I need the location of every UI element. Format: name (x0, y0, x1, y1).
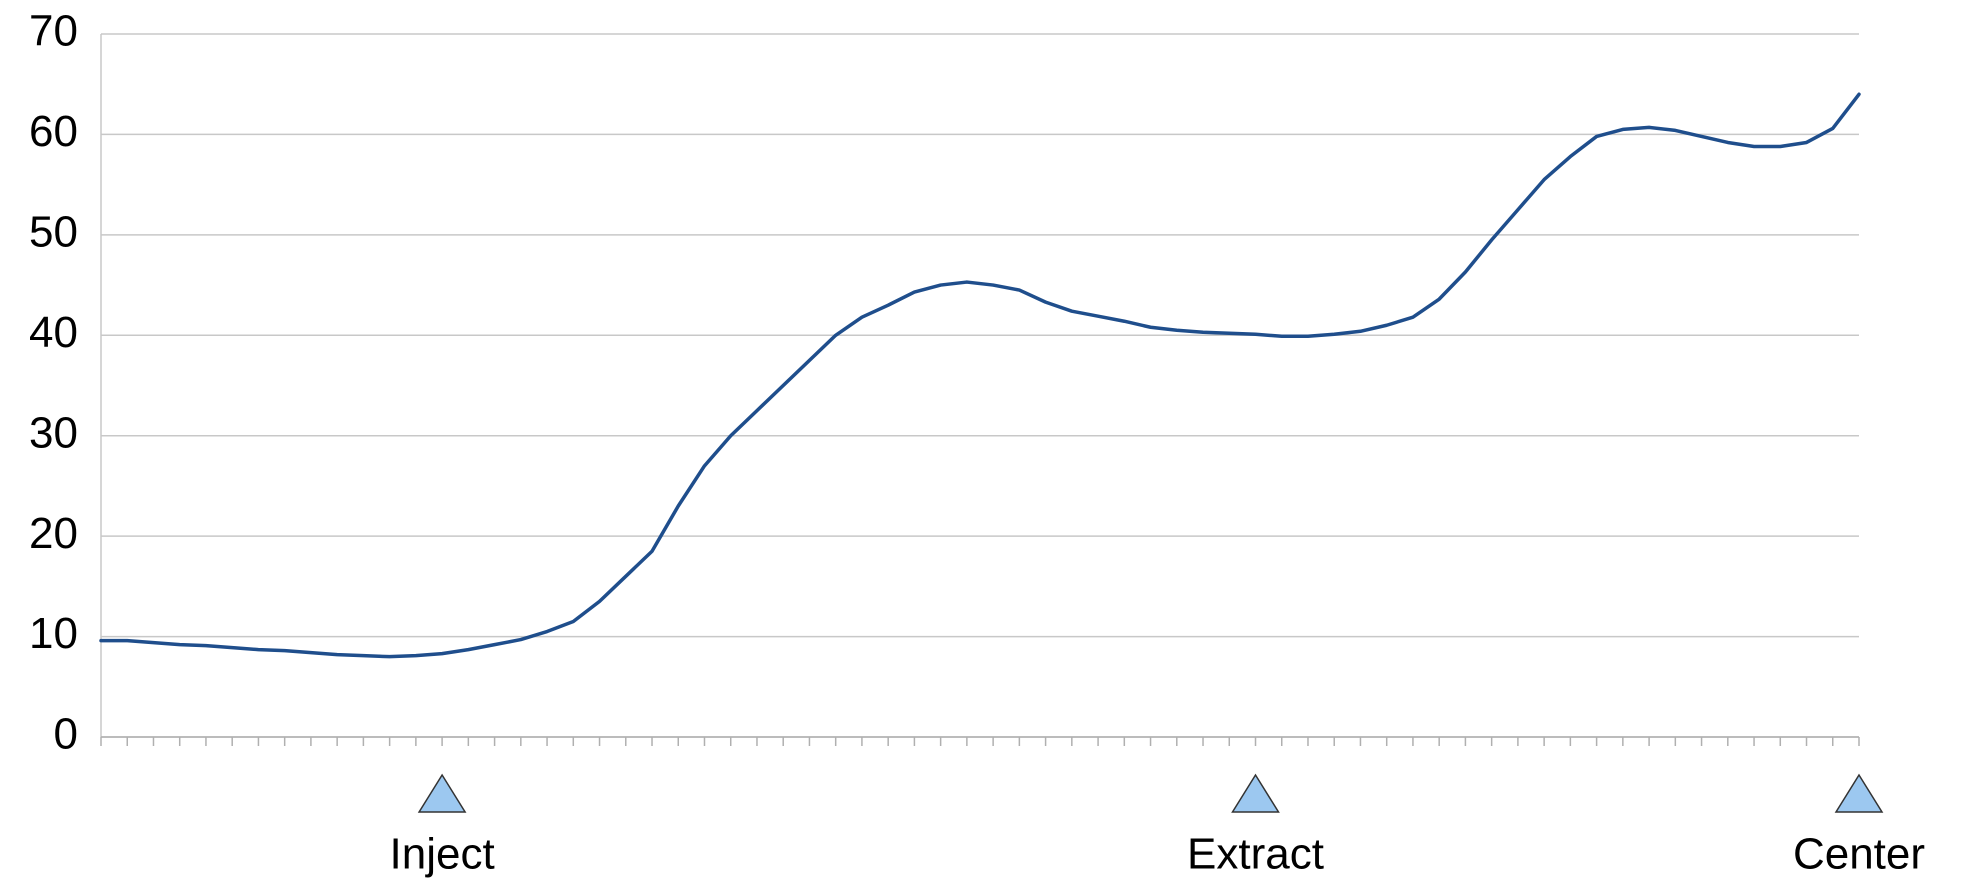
y-tick-label: 50 (29, 207, 78, 256)
marker-triangle (1231, 773, 1280, 813)
x-tick-label: Extract (1187, 830, 1324, 879)
marker-triangle (417, 773, 467, 813)
x-tick-label: Center (1793, 830, 1925, 879)
y-tick-label: 30 (29, 408, 78, 457)
y-tick-label: 0 (54, 710, 78, 759)
data-line (99, 92, 1861, 659)
y-tick-label: 40 (29, 308, 78, 357)
y-tick-label: 70 (29, 7, 78, 56)
y-tick-label: 10 (29, 609, 78, 658)
marker-triangle (1834, 773, 1884, 813)
x-tick-label: Inject (390, 830, 495, 879)
y-tick-label: 60 (29, 107, 78, 156)
y-tick-label: 20 (29, 509, 78, 558)
